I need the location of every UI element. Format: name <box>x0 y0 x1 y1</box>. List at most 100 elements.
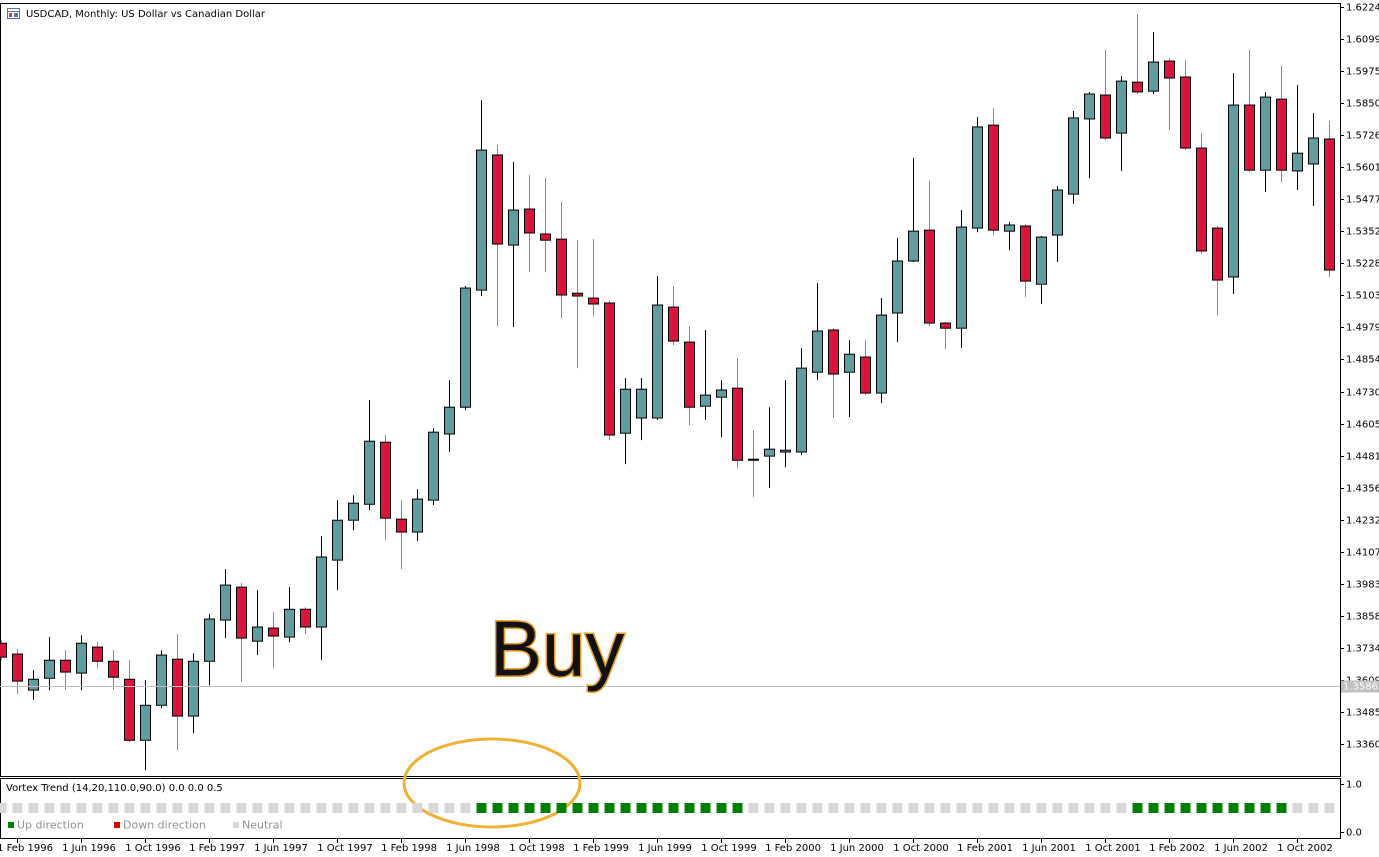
candle-body <box>1244 104 1255 171</box>
candle-body <box>364 440 375 505</box>
candle-body <box>1020 225 1031 282</box>
trend-dot <box>940 802 951 813</box>
candle-body <box>428 431 439 501</box>
candle-body <box>108 660 119 678</box>
legend-label: Down direction <box>123 819 206 832</box>
trend-dot <box>348 802 359 813</box>
candle-body <box>92 646 103 662</box>
trend-dot <box>652 802 663 813</box>
trend-dot <box>156 802 167 813</box>
trend-dot <box>460 802 471 813</box>
candle-body <box>284 608 295 638</box>
trend-dot <box>124 802 135 813</box>
candle-body <box>332 519 343 561</box>
candle-body <box>876 314 887 394</box>
trend-dot <box>1052 802 1063 813</box>
candle-body <box>1164 60 1175 79</box>
trend-dot <box>956 802 967 813</box>
y-tick-label: 1.38585 <box>1346 612 1379 623</box>
y-tick-label: 1.51035 <box>1346 291 1379 302</box>
symbol-icon <box>7 8 20 19</box>
candle-body <box>60 659 71 673</box>
trend-dot <box>236 802 247 813</box>
candle-body <box>620 388 631 434</box>
candle-body <box>668 306 679 342</box>
candle-body <box>1324 138 1335 271</box>
x-tick-label: 1 Oct 2001 <box>1085 843 1140 854</box>
trend-dot <box>1196 802 1207 813</box>
trend-dot <box>12 802 23 813</box>
main-frame <box>0 3 1341 777</box>
trend-dot <box>1260 802 1271 813</box>
candle-body <box>1260 96 1271 171</box>
trend-dot <box>76 802 87 813</box>
candle-body <box>700 394 711 407</box>
x-tick-label: 1 Oct 1998 <box>509 843 564 854</box>
y-tick-label: 1.34850 <box>1346 708 1379 719</box>
candle-body <box>28 678 39 691</box>
candle-body <box>0 642 7 658</box>
candle-body <box>764 448 775 457</box>
candle-body <box>492 154 503 245</box>
axes: 1.62240 1.60995 1.59750 1.58505 1.57260 1.560… <box>0 3 1379 854</box>
x-tick-label: 1 Feb 1999 <box>573 843 629 854</box>
trend-dot <box>1132 802 1143 813</box>
candle-body <box>124 678 135 741</box>
trend-dot <box>1324 802 1335 813</box>
trend-dot <box>1308 802 1319 813</box>
y-tick-label: 1.57260 <box>1346 131 1379 142</box>
candle-body <box>412 498 423 533</box>
trend-dot <box>1084 802 1095 813</box>
candle-body <box>1292 152 1303 172</box>
trend-dot <box>908 802 919 813</box>
candle-body <box>156 654 167 706</box>
trend-dot <box>1228 802 1239 813</box>
trend-dot <box>620 802 631 813</box>
trend-dot <box>572 802 583 813</box>
trend-dot <box>1020 802 1031 813</box>
candle-body <box>444 406 455 435</box>
trend-dot <box>1164 802 1175 813</box>
candle-body <box>1228 104 1239 278</box>
candle-body <box>588 297 599 305</box>
candle-body <box>1196 147 1207 252</box>
candle-body <box>12 653 23 682</box>
y-tick-label: 1.52280 <box>1346 259 1379 270</box>
candle-body <box>252 626 263 642</box>
trend-dot <box>284 802 295 813</box>
candle-body <box>268 627 279 637</box>
candle-body <box>796 367 807 453</box>
x-tick-label: 1 Feb 1997 <box>189 843 245 854</box>
trend-dot <box>988 802 999 813</box>
trend-dot <box>1004 802 1015 813</box>
candle-body <box>476 149 487 291</box>
trend-dot <box>476 802 487 813</box>
candle-body <box>1036 236 1047 285</box>
trend-dot <box>172 802 183 813</box>
candle-body <box>1212 227 1223 281</box>
candle-body <box>684 341 695 408</box>
trend-dot <box>748 802 759 813</box>
y-tick-label: 1.44810 <box>1346 452 1379 463</box>
candle-body <box>988 124 999 231</box>
candle-body <box>1180 76 1191 149</box>
trend-dot <box>492 802 503 813</box>
candle-body <box>508 209 519 246</box>
y-tick-label: 1.39830 <box>1346 580 1379 591</box>
y-tick-label: 1.37340 <box>1346 644 1379 655</box>
trend-dot <box>812 802 823 813</box>
y-tick-label: 1.59750 <box>1346 67 1379 78</box>
candle-body <box>316 556 327 628</box>
y-tick-label: 1.56015 <box>1346 163 1379 174</box>
candle-body <box>844 353 855 373</box>
candle-body <box>1004 224 1015 232</box>
trend-dot <box>860 802 871 813</box>
candle-body <box>396 518 407 533</box>
x-tick-label: 1 Jun 1996 <box>62 843 116 854</box>
trend-dot <box>428 802 439 813</box>
y-tick-label: 1.42320 <box>1346 516 1379 527</box>
trend-dot <box>684 802 695 813</box>
trend-dot <box>1244 802 1255 813</box>
